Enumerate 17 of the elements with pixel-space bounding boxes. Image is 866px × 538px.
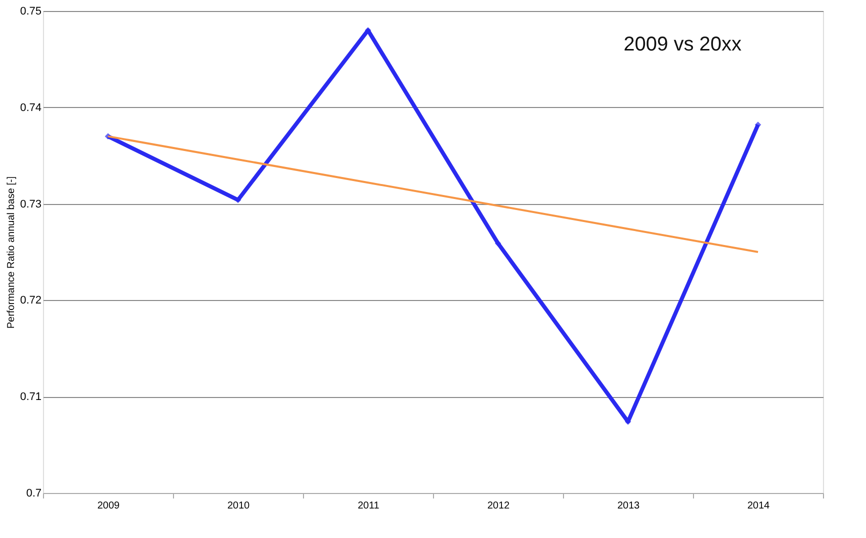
point — [234, 196, 242, 204]
annotation: 2009 vs 20xx — [624, 34, 742, 56]
y-tick-label: 0.7 — [26, 488, 42, 500]
y-tick-label: 0.71 — [20, 391, 42, 404]
y-tick-label: 0.73 — [20, 198, 42, 210]
x-tick-label: 2013 — [617, 500, 640, 512]
y-tick-label: 0.74 — [20, 102, 42, 114]
y-tick-label: 0.72 — [20, 294, 42, 307]
y-tick-label: 0.75 — [20, 6, 42, 18]
x-tick-label: 2010 — [227, 500, 250, 512]
point — [494, 240, 502, 246]
x-tick-label: 2014 — [747, 500, 770, 512]
y-axis-title: Performance Ratio annual base [-] — [6, 176, 18, 329]
x-tick-label: 2011 — [358, 500, 380, 512]
x-tick-label: 2009 — [97, 500, 120, 512]
point — [754, 122, 762, 128]
x-tick-label: 2012 — [487, 500, 510, 512]
